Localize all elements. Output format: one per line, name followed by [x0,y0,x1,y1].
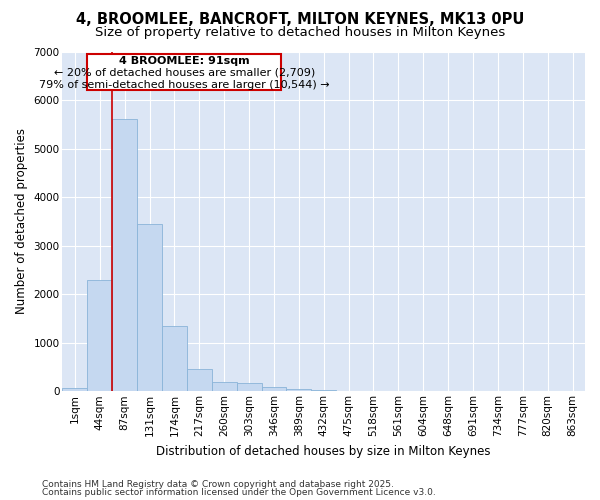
Bar [262,388,286,392]
Bar [112,120,137,392]
Text: 4, BROOMLEE, BANCROFT, MILTON KEYNES, MK13 0PU: 4, BROOMLEE, BANCROFT, MILTON KEYNES, MK… [76,12,524,28]
Text: Contains public sector information licensed under the Open Government Licence v3: Contains public sector information licen… [42,488,436,497]
Text: 79% of semi-detached houses are larger (10,544) →: 79% of semi-detached houses are larger (… [39,80,329,90]
Bar [62,388,88,392]
Text: Size of property relative to detached houses in Milton Keynes: Size of property relative to detached ho… [95,26,505,39]
FancyBboxPatch shape [88,54,281,90]
Bar [187,369,212,392]
Bar [88,280,112,392]
Text: 4 BROOMLEE: 91sqm: 4 BROOMLEE: 91sqm [119,56,250,66]
Bar [137,224,162,392]
Y-axis label: Number of detached properties: Number of detached properties [15,128,28,314]
Bar [212,382,236,392]
Bar [162,326,187,392]
X-axis label: Distribution of detached houses by size in Milton Keynes: Distribution of detached houses by size … [157,444,491,458]
Bar [286,388,311,392]
Bar [236,383,262,392]
Text: ← 20% of detached houses are smaller (2,709): ← 20% of detached houses are smaller (2,… [54,68,315,78]
Text: Contains HM Land Registry data © Crown copyright and database right 2025.: Contains HM Land Registry data © Crown c… [42,480,394,489]
Bar [311,390,336,392]
